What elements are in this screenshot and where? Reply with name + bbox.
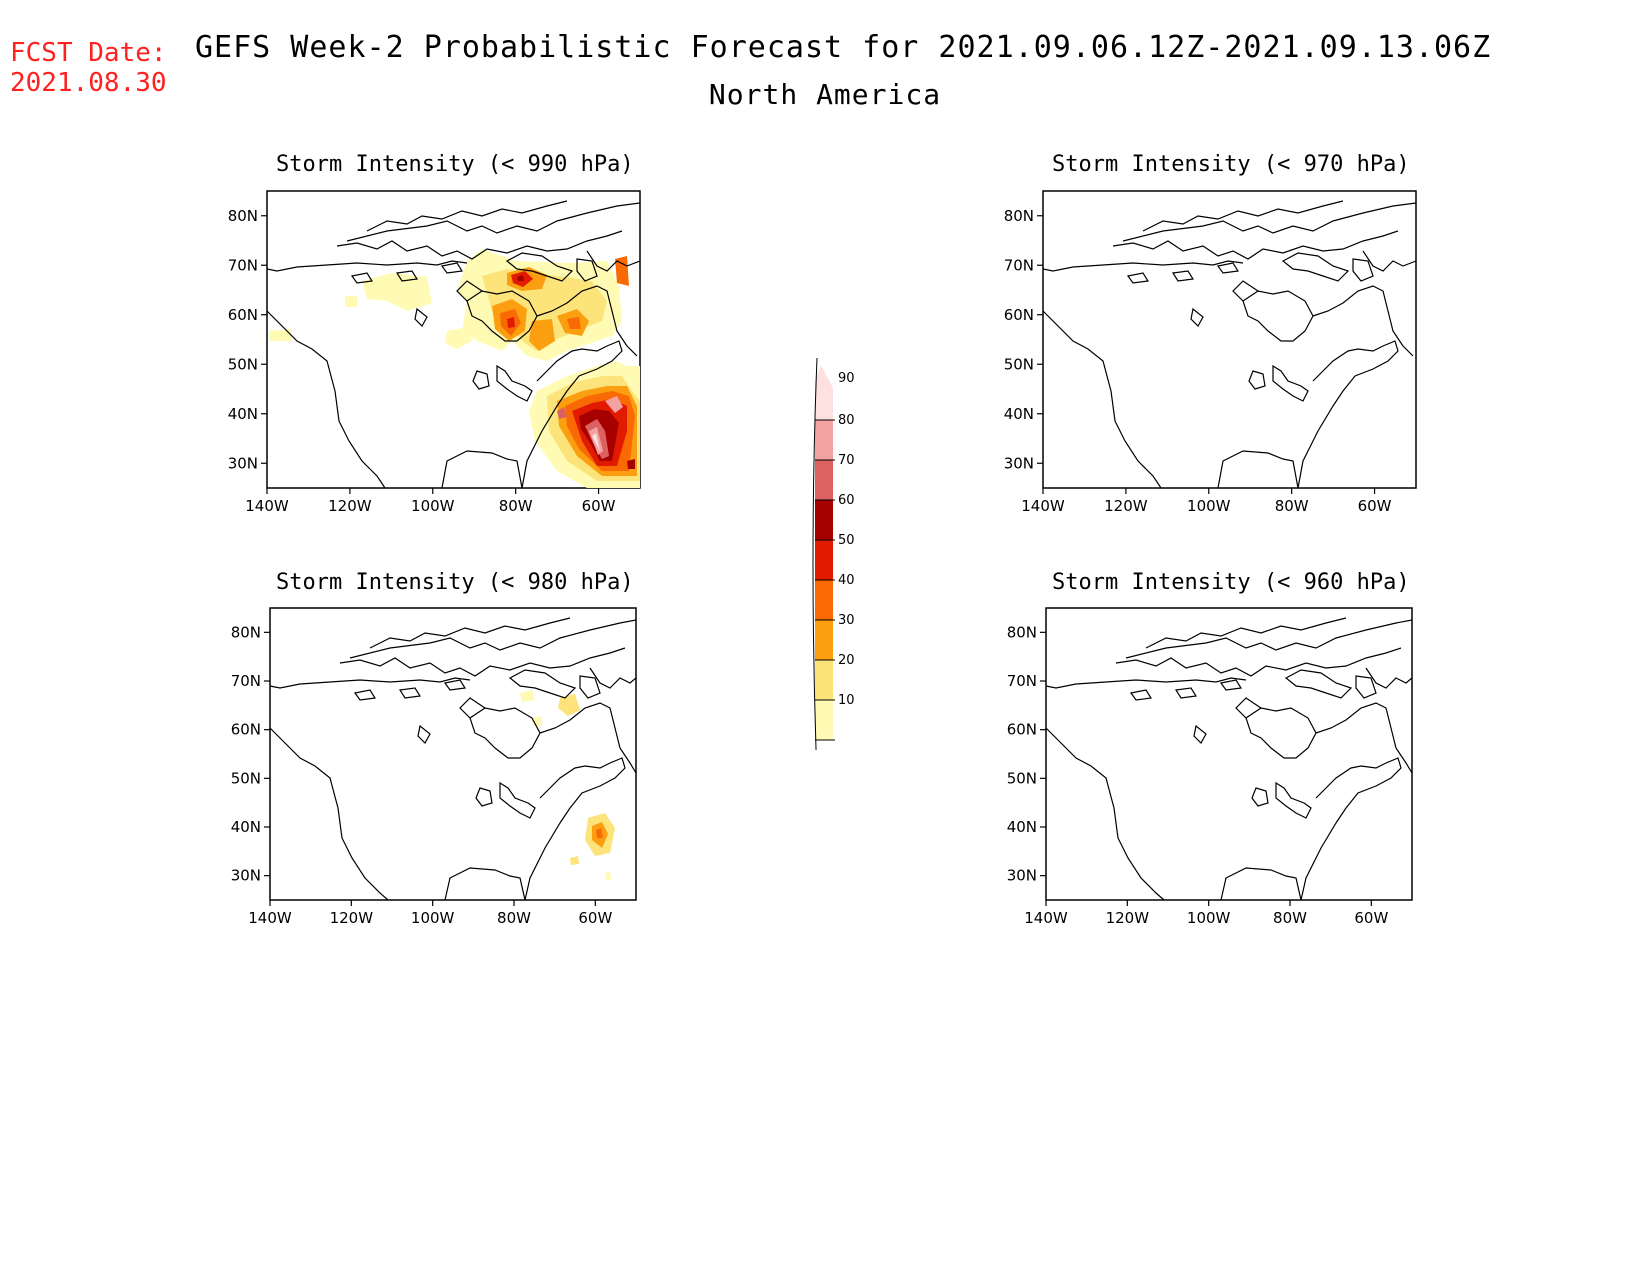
lat-tick-label: 50N	[231, 769, 261, 787]
lat-tick-label: 50N	[1004, 355, 1034, 373]
map-960: 80N 70N 60N 50N 40N 30N 140W 120W 100W 80W 60W	[1007, 607, 1413, 927]
lat-tick-label: 80N	[228, 207, 258, 225]
colorbar-label: 10	[838, 693, 855, 708]
panel-title-960: Storm Intensity (< 960 hPa)	[1052, 570, 1410, 595]
map-980: 80N 70N 60N 50N 40N 30N 140W 120W 100W 80W 60W	[231, 607, 637, 927]
lat-tick-label: 60N	[231, 721, 261, 739]
longitude-axis: 140W 120W 100W 80W 60W	[248, 900, 612, 927]
coastlines	[1042, 200, 1417, 489]
figure-subtitle: North America	[708, 78, 942, 111]
lat-tick-label: 80N	[231, 623, 261, 641]
longitude-axis: 140W 120W 100W 80W 60W	[1021, 488, 1392, 515]
map-970: 80N 70N 60N 50N 40N 30N 140W 120W 100W 80W 60W	[1004, 190, 1417, 515]
lat-tick-label: 70N	[1007, 672, 1037, 690]
panel-title-990: Storm Intensity (< 990 hPa)	[276, 152, 634, 177]
map-panel-990: 80N 70N 60N 50N 40N 30N 140W 120W 100W 80W 60W	[210, 185, 650, 529]
lat-tick-label: 40N	[1007, 818, 1037, 836]
colorbar-segment	[815, 660, 833, 700]
colorbar-segment	[815, 420, 833, 460]
map-frame	[1042, 190, 1417, 489]
lon-tick-label: 80W	[499, 497, 533, 515]
colorbar-segment	[815, 620, 833, 660]
lat-tick-label: 70N	[228, 256, 258, 274]
lon-tick-label: 60W	[578, 909, 612, 927]
lon-tick-label: 140W	[1021, 497, 1065, 515]
lat-tick-label: 40N	[1004, 405, 1034, 423]
map-frame	[1045, 607, 1413, 901]
colorbar: 10 20 30 40 50 60 70 80 90	[800, 330, 880, 779]
colorbar-label: 50	[838, 533, 855, 548]
lat-tick-label: 30N	[1004, 454, 1034, 472]
lat-tick-label: 30N	[228, 454, 258, 472]
lon-tick-label: 140W	[245, 497, 289, 515]
colorbar-svg: 10 20 30 40 50 60 70 80 90	[812, 357, 855, 779]
lat-tick-label: 80N	[1004, 207, 1034, 225]
lat-tick-label: 40N	[231, 818, 261, 836]
probability-shading	[520, 690, 615, 880]
panel-title-980: Storm Intensity (< 980 hPa)	[276, 570, 634, 595]
latitude-axis: 80N 70N 60N 50N 40N 30N	[1004, 207, 1043, 472]
panel-title-970: Storm Intensity (< 970 hPa)	[1052, 152, 1410, 177]
latitude-axis: 80N 70N 60N 50N 40N 30N	[228, 207, 267, 472]
colorbar-edge	[812, 357, 818, 779]
figure-title: GEFS Week-2 Probabilistic Forecast for 2…	[195, 30, 1492, 65]
latitude-axis: 80N 70N 60N 50N 40N 30N	[1007, 623, 1046, 885]
colorbar-label: 80	[838, 413, 855, 428]
lon-tick-label: 140W	[1024, 909, 1068, 927]
lat-tick-label: 80N	[1007, 623, 1037, 641]
lon-tick-label: 100W	[411, 909, 455, 927]
colorbar-label: 70	[838, 453, 855, 468]
lon-tick-label: 120W	[328, 497, 372, 515]
lon-tick-label: 80W	[1275, 497, 1309, 515]
lon-tick-label: 80W	[497, 909, 531, 927]
lat-tick-label: 60N	[228, 306, 258, 324]
map-panel-970: 80N 70N 60N 50N 40N 30N 140W 120W 100W 80W 60W	[986, 185, 1426, 529]
map-990: 80N 70N 60N 50N 40N 30N 140W 120W 100W 80W 60W	[228, 190, 641, 515]
longitude-axis: 140W 120W 100W 80W 60W	[245, 488, 616, 515]
colorbar-label: 20	[838, 653, 855, 668]
lat-tick-label: 70N	[1004, 256, 1034, 274]
lon-tick-label: 100W	[1187, 909, 1231, 927]
colorbar-segment	[815, 365, 833, 420]
lon-tick-label: 120W	[1104, 497, 1148, 515]
latitude-axis: 80N 70N 60N 50N 40N 30N	[231, 623, 270, 885]
map-panel-980: 80N 70N 60N 50N 40N 30N 140W 120W 100W 80W 60W	[213, 602, 653, 946]
forecast-date-value: 2021.08.30	[10, 68, 167, 98]
lon-tick-label: 100W	[1187, 497, 1231, 515]
coastlines	[269, 617, 637, 901]
longitude-axis: 140W 120W 100W 80W 60W	[1024, 900, 1388, 927]
colorbar-label: 60	[838, 493, 855, 508]
colorbar-segment	[815, 540, 833, 580]
colorbar-label: 40	[838, 573, 855, 588]
coastlines	[266, 200, 641, 489]
lat-tick-label: 60N	[1007, 721, 1037, 739]
lat-tick-label: 60N	[1004, 306, 1034, 324]
colorbar-segment	[815, 500, 833, 540]
lon-tick-label: 100W	[411, 497, 455, 515]
forecast-date-block: FCST Date: 2021.08.30	[10, 38, 167, 98]
lon-tick-label: 60W	[1358, 497, 1392, 515]
lon-tick-label: 140W	[248, 909, 292, 927]
forecast-date-label: FCST Date:	[10, 38, 167, 68]
lat-tick-label: 30N	[1007, 867, 1037, 885]
map-frame	[269, 607, 637, 901]
probability-shading	[269, 249, 640, 488]
colorbar-label: 90	[838, 371, 855, 386]
lat-tick-label: 70N	[231, 672, 261, 690]
colorbar-label: 30	[838, 613, 855, 628]
map-panel-960: 80N 70N 60N 50N 40N 30N 140W 120W 100W 80W 60W	[989, 602, 1429, 946]
lon-tick-label: 60W	[582, 497, 616, 515]
lat-tick-label: 30N	[231, 867, 261, 885]
colorbar-segment	[815, 460, 833, 500]
lon-tick-label: 80W	[1273, 909, 1307, 927]
lat-tick-label: 40N	[228, 405, 258, 423]
lat-tick-label: 50N	[228, 355, 258, 373]
colorbar-segment	[815, 700, 833, 740]
lon-tick-label: 60W	[1354, 909, 1388, 927]
lon-tick-label: 120W	[330, 909, 374, 927]
lat-tick-label: 50N	[1007, 769, 1037, 787]
coastlines	[1045, 617, 1413, 901]
colorbar-segment	[815, 580, 833, 620]
lon-tick-label: 120W	[1106, 909, 1150, 927]
